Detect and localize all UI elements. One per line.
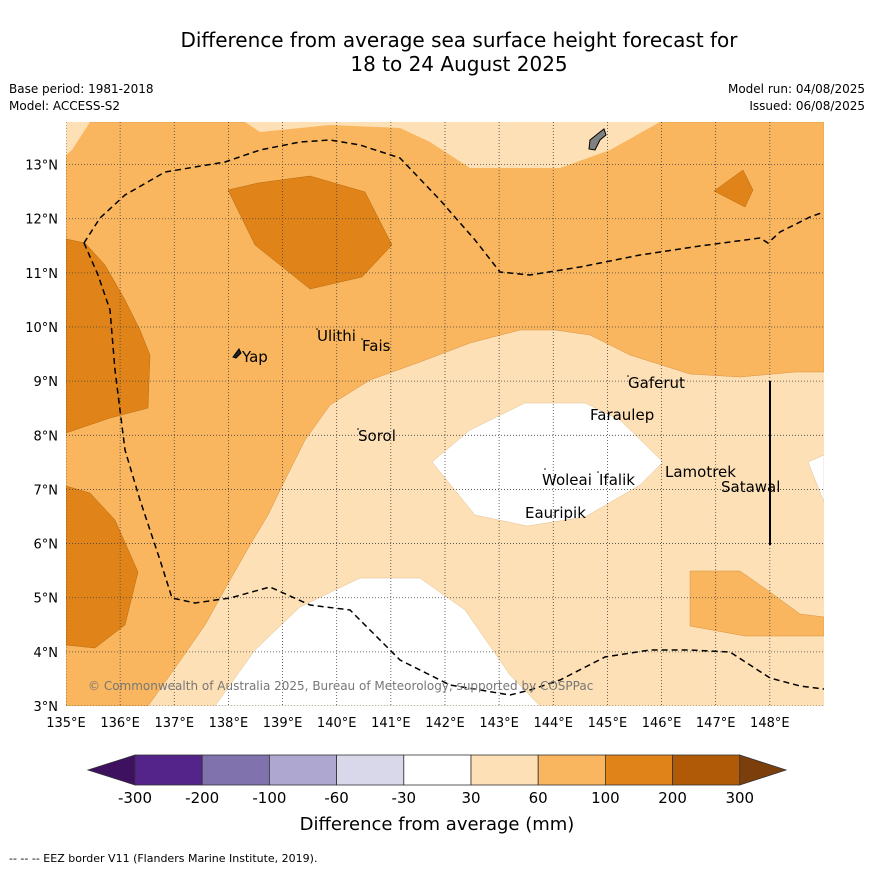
base-period: Base period: 1981-2018 <box>9 82 154 96</box>
label-ulithi: Ulithi <box>317 327 356 345</box>
graticule <box>66 122 824 706</box>
gaferut-dot <box>627 375 629 377</box>
lat-tick-label: 5°N <box>34 592 59 607</box>
band-60-100 <box>66 122 824 706</box>
ulithi-dot <box>316 328 318 330</box>
label-eauripik: Eauripik <box>525 504 586 522</box>
fais-dot <box>361 338 363 340</box>
colorbar-tick-label: 30 <box>461 789 480 807</box>
lon-tick-label: 142°E <box>425 716 465 731</box>
lon-tick-label: 138°E <box>209 716 249 731</box>
label-faraulep: Faraulep <box>590 406 654 424</box>
lon-tick-label: 140°E <box>317 716 357 731</box>
colorbar-segment <box>470 754 539 786</box>
colorbar-segment <box>605 754 674 786</box>
lat-tick-label: 7°N <box>34 483 59 498</box>
lat-tick-label: 11°N <box>25 267 58 282</box>
colorbar-segment <box>403 754 472 786</box>
meta-right: Model run: 04/08/2025 Issued: 06/08/2025 <box>728 81 865 115</box>
model-run: Model run: 04/08/2025 <box>727 82 865 96</box>
map-area <box>66 122 824 706</box>
colorbar-extend-low <box>86 754 136 786</box>
label-fais: Fais <box>362 337 391 355</box>
colorbar-tick-label: 60 <box>529 789 548 807</box>
lat-tick-label: 6°N <box>34 538 59 553</box>
guam-island <box>588 128 607 151</box>
lat-tick-label: 13°N <box>25 159 58 174</box>
issued-date: Issued: 06/08/2025 <box>749 99 865 113</box>
band-100-200-west <box>66 238 151 434</box>
title-line2: 18 to 24 August 2025 <box>350 52 568 76</box>
band-neutral-central <box>431 402 664 527</box>
eez-border <box>83 139 824 276</box>
lat-tick-label: 9°N <box>34 375 59 390</box>
lon-tick-label: 146°E <box>642 716 682 731</box>
model-name: Model: ACCESS-S2 <box>9 99 121 113</box>
meta-left: Base period: 1981-2018 Model: ACCESS-S2 <box>9 81 154 115</box>
sorol-dot <box>357 428 359 430</box>
colorbar-segment <box>537 754 606 786</box>
ifalik-dot <box>597 471 599 473</box>
lat-tick-label: 3°N <box>34 700 59 715</box>
lon-tick-label: 139°E <box>263 716 303 731</box>
label-lamotrek: Lamotrek <box>665 463 736 481</box>
longitude-ticks: 135°E 136°E 137°E 138°E 139°E 140°E 141°E 142°E… <box>46 716 789 731</box>
colorbar-tick-label: 100 <box>591 789 620 807</box>
label-satawal: Satawal <box>721 478 780 496</box>
colorbar-tick-label: -30 <box>392 789 417 807</box>
band-100-200-southwest <box>66 485 139 649</box>
lon-tick-label: 135°E <box>46 716 86 731</box>
lat-tick-label: 4°N <box>34 646 59 661</box>
label-sorol: Sorol <box>358 427 396 445</box>
colorbar-segment <box>201 754 270 786</box>
colorbar-segment <box>336 754 405 786</box>
colorbar-segment <box>134 754 203 786</box>
colorbar-tick-label: 300 <box>725 789 754 807</box>
band-neutral-east <box>807 454 824 503</box>
band-top-light <box>66 122 660 168</box>
map-title: Difference from average sea surface heig… <box>0 28 873 76</box>
lat-tick-label: 10°N <box>25 321 58 336</box>
latitude-ticks: 13°N 12°N 11°N 10°N 9°N 8°N 7°N 6°N 5°N 4°N 3°N <box>25 159 58 715</box>
lon-tick-label: 148°E <box>750 716 790 731</box>
band-neutral-south <box>214 577 541 706</box>
lon-tick-label: 147°E <box>696 716 736 731</box>
colorbar <box>86 754 788 786</box>
colorbar-label: Difference from average (mm) <box>300 814 575 835</box>
lat-tick-label: 8°N <box>34 429 59 444</box>
colorbar-ticks: -300 -200 -100 -60 -30 30 60 100 200 300 <box>118 789 754 807</box>
colorbar-tick-label: -100 <box>252 789 286 807</box>
lon-tick-label: 136°E <box>100 716 140 731</box>
colorbar-tick-label: 200 <box>658 789 687 807</box>
label-gaferut: Gaferut <box>628 374 685 392</box>
eez-border-west <box>83 242 824 696</box>
label-yap: Yap <box>241 348 268 366</box>
lon-tick-label: 137°E <box>155 716 195 731</box>
lon-tick-label: 144°E <box>533 716 573 731</box>
colorbar-segment <box>672 754 741 786</box>
eez-footnote: -- -- -- EEZ border V11 (Flanders Marine… <box>9 852 318 865</box>
colorbar-segment <box>268 754 337 786</box>
yap-island <box>232 348 242 359</box>
lon-tick-label: 141°E <box>371 716 411 731</box>
colorbar-tick-label: -60 <box>324 789 349 807</box>
colorbar-tick-label: -300 <box>118 789 152 807</box>
title-line1: Difference from average sea surface heig… <box>180 28 738 52</box>
colorbar-tick-label: -200 <box>185 789 219 807</box>
woleai-dot <box>544 468 546 470</box>
band-60-100-se <box>689 570 824 637</box>
lat-tick-label: 12°N <box>25 213 58 228</box>
lon-tick-label: 143°E <box>479 716 519 731</box>
colorbar-extend-high <box>739 754 788 786</box>
band-100-200-northeast <box>713 169 754 208</box>
lon-tick-label: 145°E <box>588 716 628 731</box>
label-woleai: Woleai <box>542 471 592 489</box>
band-100-200-north <box>227 175 393 290</box>
copyright-text: © Commonwealth of Australia 2025, Bureau… <box>88 679 593 693</box>
label-ifalik: Ifalik <box>599 471 635 489</box>
